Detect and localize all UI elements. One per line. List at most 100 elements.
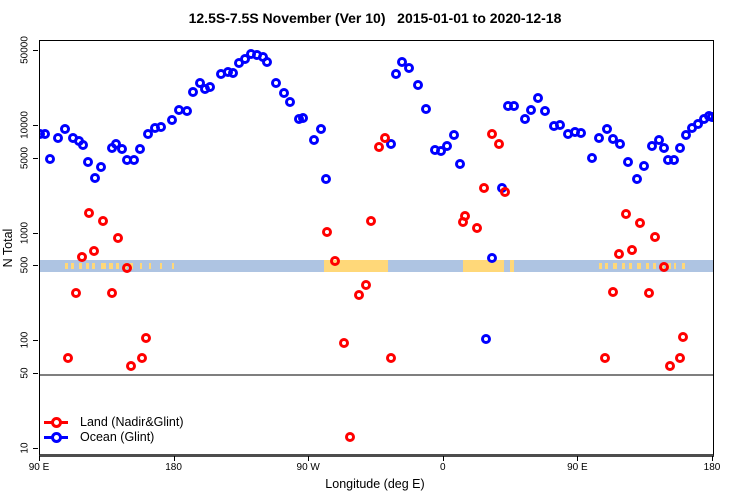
data-point-ocean bbox=[586, 152, 597, 163]
data-point-ocean bbox=[601, 123, 612, 134]
data-point-land bbox=[621, 208, 632, 219]
y-tick-label: 100 bbox=[19, 331, 31, 349]
data-point-land bbox=[141, 332, 152, 343]
data-point-land bbox=[678, 331, 689, 342]
data-point-land bbox=[70, 287, 81, 298]
strip-map-island-speck bbox=[149, 263, 152, 270]
data-point-ocean bbox=[576, 127, 587, 138]
data-point-land bbox=[76, 251, 87, 262]
data-point-ocean bbox=[669, 154, 680, 165]
data-point-ocean bbox=[646, 141, 657, 152]
reference-line-50 bbox=[40, 373, 713, 376]
data-point-ocean bbox=[555, 119, 566, 130]
strip-map-island-speck bbox=[108, 263, 114, 270]
x-tick-label: 90 E bbox=[28, 462, 50, 473]
data-point-land bbox=[471, 223, 482, 234]
x-tick-label: 90 W bbox=[296, 462, 320, 473]
y-tick bbox=[33, 447, 38, 449]
data-point-land bbox=[649, 231, 660, 242]
x-tick bbox=[442, 456, 444, 461]
y-tick bbox=[33, 125, 38, 127]
x-tick bbox=[308, 456, 310, 461]
y-tick-label: 500 bbox=[19, 256, 31, 274]
strip-map-island-speck bbox=[629, 263, 633, 270]
data-point-ocean bbox=[96, 161, 107, 172]
strip-map-island-speck bbox=[612, 263, 618, 270]
y-tick-label: 5000 bbox=[19, 146, 31, 169]
data-point-ocean bbox=[486, 253, 497, 263]
data-point-ocean bbox=[413, 79, 424, 90]
data-point-ocean bbox=[509, 101, 520, 112]
data-point-ocean bbox=[396, 57, 407, 68]
data-point-ocean bbox=[654, 135, 665, 146]
strip-map-island-speck bbox=[92, 263, 96, 270]
data-point-land bbox=[353, 289, 364, 300]
strip-map-island-speck bbox=[101, 263, 106, 270]
data-point-ocean bbox=[390, 68, 401, 79]
data-point-ocean bbox=[284, 97, 295, 108]
data-point-ocean bbox=[533, 93, 544, 104]
data-point-ocean bbox=[166, 114, 177, 125]
data-point-land bbox=[126, 360, 137, 371]
data-point-ocean bbox=[594, 132, 605, 143]
legend-circle-marker bbox=[51, 417, 62, 428]
data-point-land bbox=[658, 261, 669, 272]
data-point-ocean bbox=[227, 67, 238, 78]
strip-map-land-segment bbox=[463, 260, 504, 273]
strip-map-island-speck bbox=[605, 263, 609, 270]
x-tick-label: 0 bbox=[440, 462, 446, 473]
data-point-ocean bbox=[607, 133, 618, 144]
strip-map-island-speck bbox=[65, 263, 69, 270]
data-point-land bbox=[322, 226, 333, 237]
x-tick-label: 180 bbox=[165, 462, 182, 473]
data-point-ocean bbox=[271, 78, 282, 88]
x-tick-label: 90 E bbox=[567, 462, 588, 473]
data-point-land bbox=[365, 215, 376, 226]
chart-title: 12.5S-7.5S November (Ver 10) 2015-01-01 … bbox=[188, 10, 562, 26]
data-point-ocean bbox=[441, 141, 452, 152]
y-axis-title: N Total bbox=[1, 228, 15, 268]
data-point-ocean bbox=[386, 138, 397, 149]
strip-map-land-segment bbox=[509, 260, 515, 273]
data-point-land bbox=[84, 207, 95, 218]
data-point-ocean bbox=[435, 145, 446, 156]
data-point-land bbox=[634, 217, 645, 228]
data-point-land bbox=[459, 210, 470, 221]
data-point-land bbox=[500, 186, 511, 197]
strip-map-island-speck bbox=[645, 263, 649, 270]
data-point-ocean bbox=[706, 112, 713, 123]
data-point-ocean bbox=[239, 54, 250, 65]
x-tick bbox=[712, 456, 713, 461]
data-point-land bbox=[136, 352, 147, 363]
data-point-land bbox=[63, 352, 74, 363]
data-point-land bbox=[344, 431, 355, 442]
data-point-ocean bbox=[156, 121, 167, 132]
x-tick-label: 180 bbox=[703, 462, 721, 473]
data-point-land bbox=[643, 288, 654, 299]
strip-map-island-speck bbox=[116, 263, 120, 270]
data-point-ocean bbox=[278, 88, 289, 99]
data-point-ocean bbox=[449, 129, 460, 140]
y-tick-label: 10 bbox=[19, 442, 31, 454]
data-point-ocean bbox=[480, 334, 491, 345]
data-point-ocean bbox=[658, 142, 669, 153]
data-point-land bbox=[106, 287, 117, 298]
strip-map-island-speck bbox=[636, 263, 642, 270]
y-tick bbox=[33, 340, 38, 342]
data-point-ocean bbox=[455, 158, 466, 169]
strip-map-island-speck bbox=[681, 263, 685, 270]
strip-map-island-speck bbox=[653, 263, 657, 270]
data-point-ocean bbox=[540, 106, 551, 117]
strip-map-land-segment bbox=[324, 260, 389, 273]
x-tick bbox=[577, 456, 579, 461]
data-point-land bbox=[329, 256, 340, 266]
data-point-ocean bbox=[675, 142, 686, 153]
data-point-ocean bbox=[117, 143, 128, 154]
data-point-ocean bbox=[519, 113, 530, 124]
data-point-land bbox=[607, 286, 618, 297]
legend-circle-marker bbox=[51, 432, 62, 443]
data-point-ocean bbox=[135, 143, 146, 154]
data-point-land bbox=[613, 248, 624, 259]
data-point-ocean bbox=[639, 161, 650, 172]
data-point-ocean bbox=[129, 154, 140, 165]
